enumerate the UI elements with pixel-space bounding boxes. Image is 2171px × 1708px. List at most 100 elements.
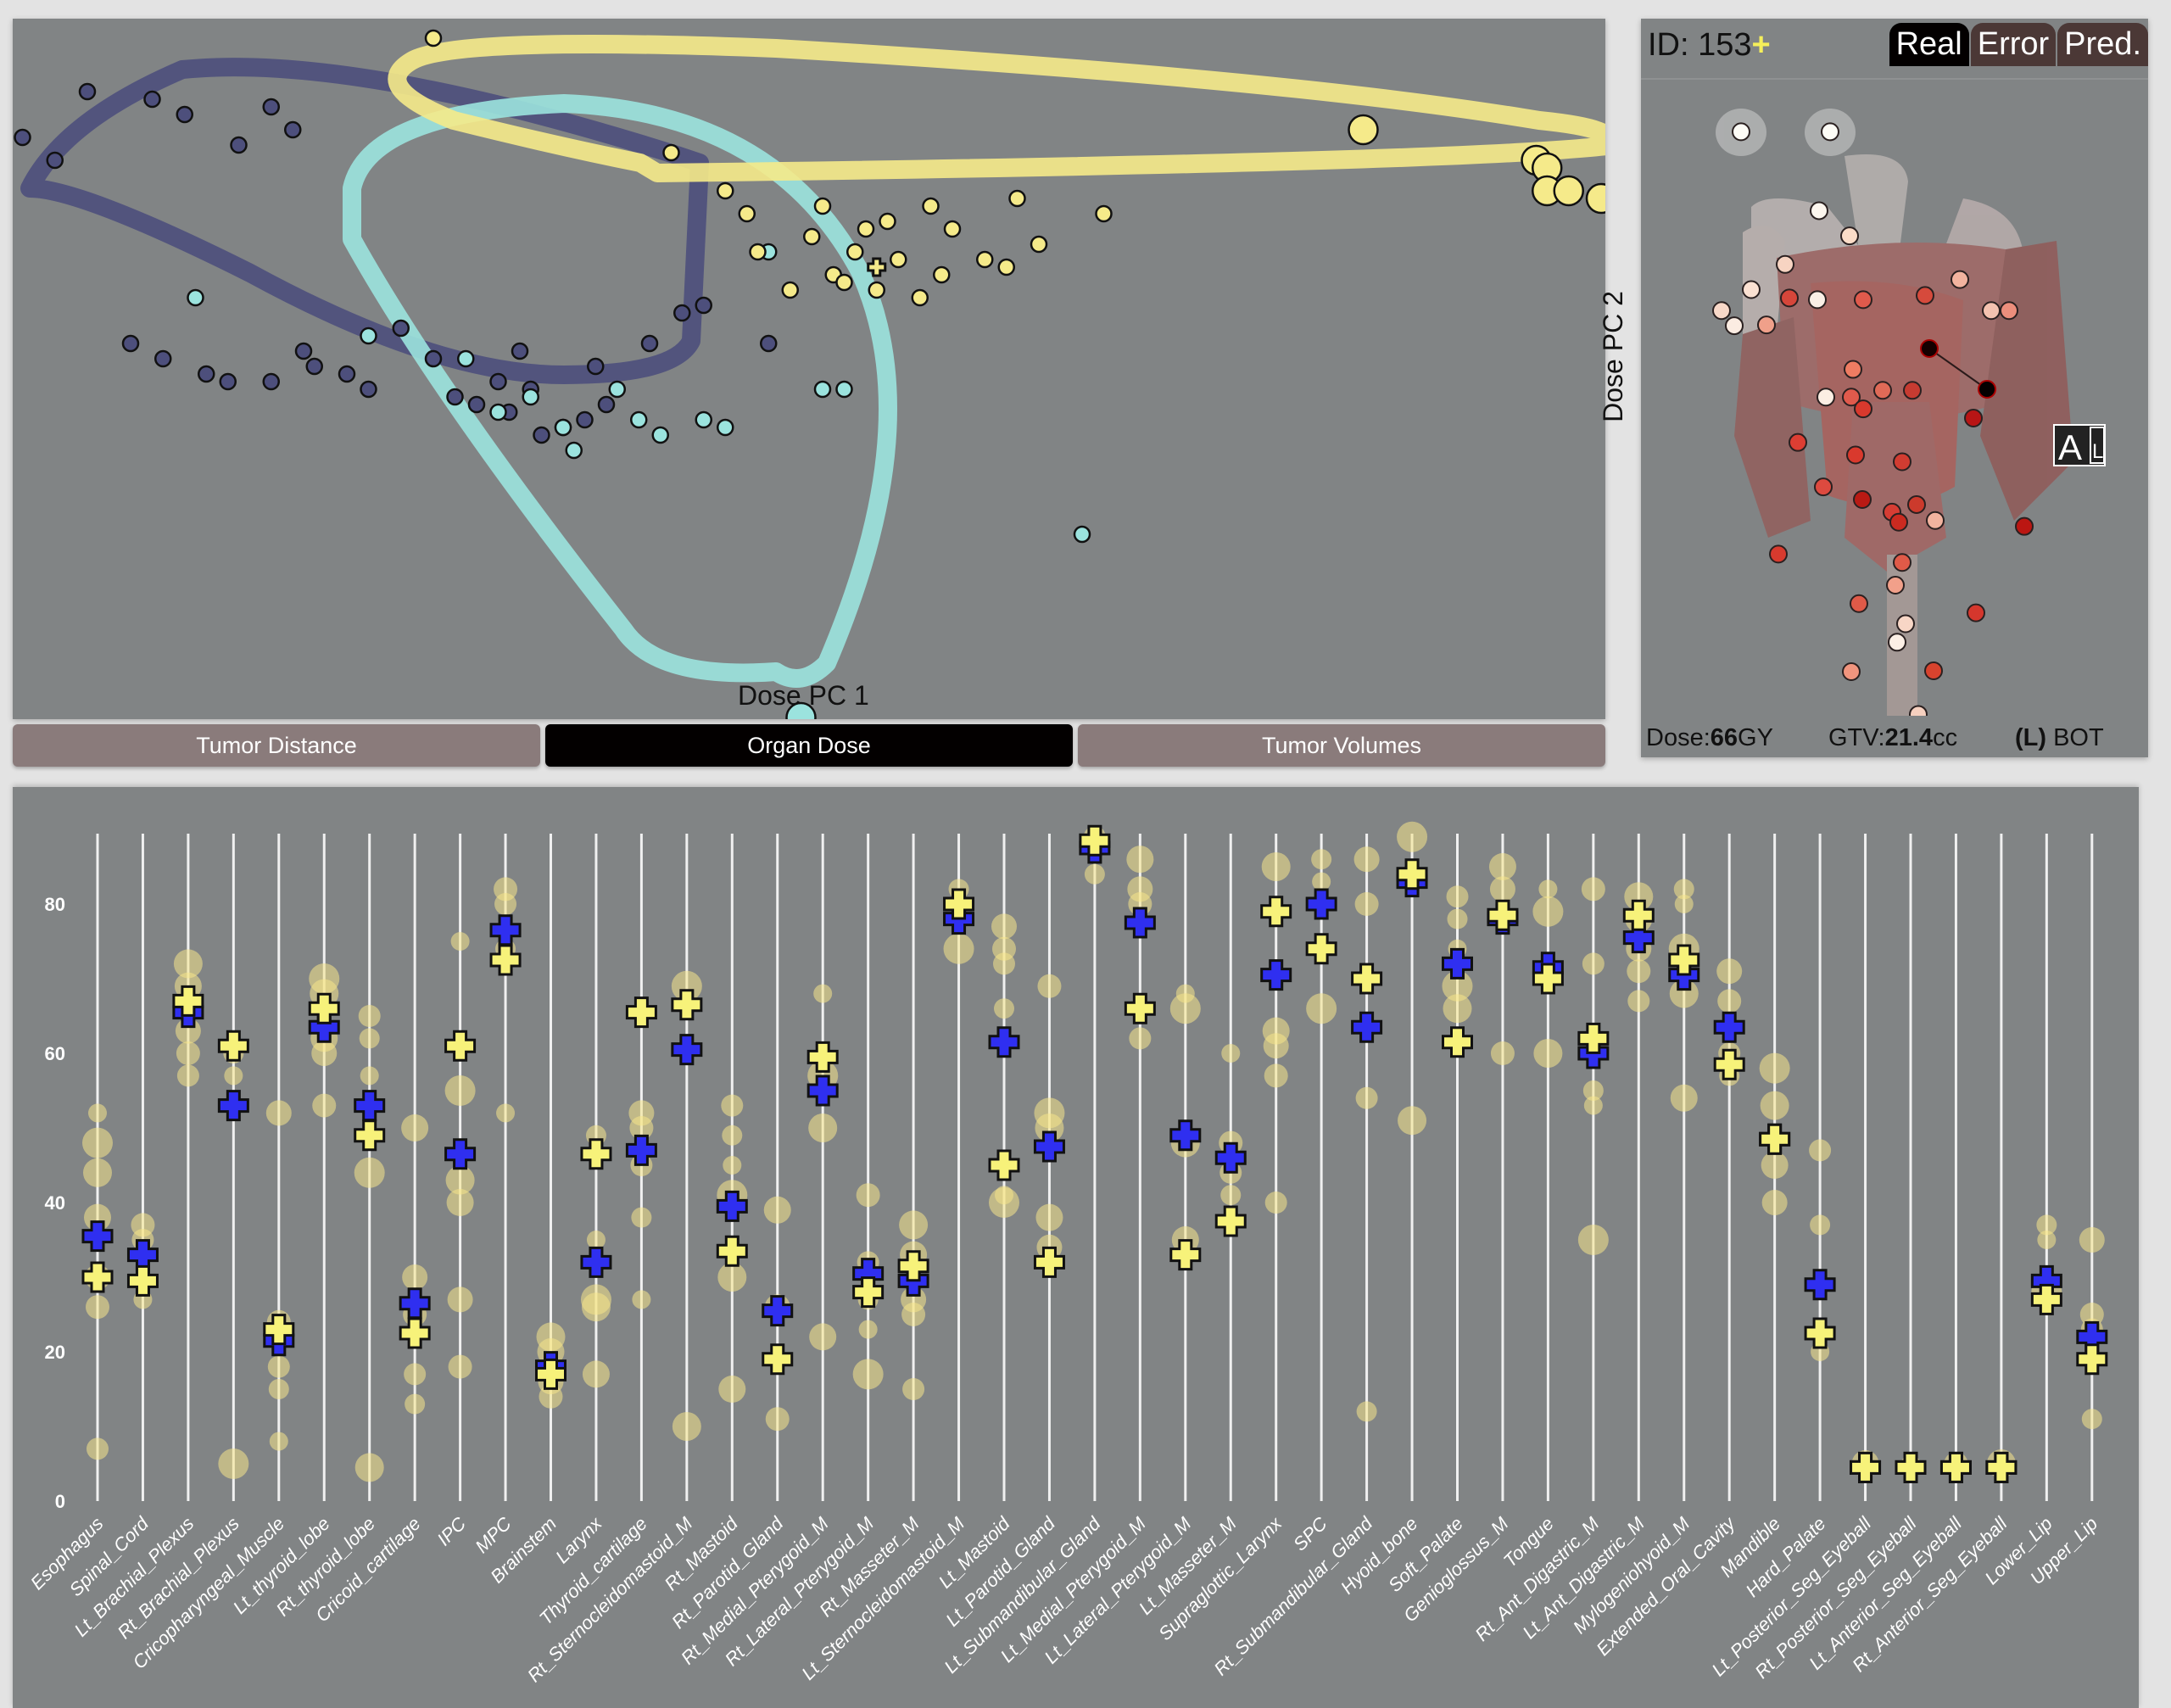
predicted-dose-marker[interactable] <box>489 944 522 976</box>
similar-patient-dose[interactable] <box>1442 970 1473 1002</box>
organ-dose-dot[interactable] <box>1916 286 1934 305</box>
predicted-dose-marker[interactable] <box>2076 1343 2108 1376</box>
patient-point[interactable] <box>284 120 302 139</box>
similar-patient-dose[interactable] <box>1538 879 1558 899</box>
similar-patient-dose[interactable] <box>671 970 702 1002</box>
similar-patient-dose[interactable] <box>672 1412 701 1441</box>
predicted-dose-marker[interactable] <box>852 1276 885 1309</box>
organ-dose-dot[interactable] <box>1810 201 1828 220</box>
predicted-dose-marker[interactable] <box>1214 1205 1247 1237</box>
similar-patient-dose[interactable] <box>1583 1096 1603 1115</box>
patient-point[interactable] <box>911 288 929 307</box>
similar-patient-dose[interactable] <box>1397 821 1428 852</box>
predicted-dose-marker[interactable] <box>1396 858 1428 890</box>
predicted-dose-marker[interactable] <box>1079 824 1111 857</box>
organ-dose-dot[interactable] <box>1909 705 1928 724</box>
patient-point[interactable] <box>489 372 507 391</box>
similar-patient-dose[interactable] <box>1627 959 1651 984</box>
patient-point[interactable] <box>489 403 507 421</box>
actual-dose-marker[interactable] <box>1622 922 1655 954</box>
actual-dose-marker[interactable] <box>126 1239 159 1271</box>
similar-patient-dose[interactable] <box>1810 1214 1831 1236</box>
actual-dose-marker[interactable] <box>988 1026 1020 1058</box>
similar-patient-dose[interactable] <box>1717 989 1742 1013</box>
similar-patient-dose[interactable] <box>402 1264 428 1290</box>
similar-patient-dose[interactable] <box>83 1158 112 1187</box>
organ-dose-dot[interactable] <box>1853 490 1872 509</box>
predicted-dose-marker[interactable] <box>1713 1048 1745 1080</box>
similar-patient-dose[interactable] <box>1306 993 1337 1024</box>
patient-point[interactable] <box>576 410 594 429</box>
similar-patient-dose[interactable] <box>1037 974 1062 998</box>
similar-patient-dose[interactable] <box>2037 1231 2057 1249</box>
similar-patient-dose[interactable] <box>1443 994 1472 1024</box>
predicted-dose-marker[interactable] <box>1532 963 1564 995</box>
organ-dose-dot[interactable] <box>1982 301 2001 321</box>
organ-dose-dot[interactable] <box>1776 254 1794 274</box>
predicted-dose-marker[interactable] <box>535 1358 566 1390</box>
tumor-marker[interactable] <box>1920 339 1939 358</box>
organ-dose-dot[interactable] <box>1854 399 1872 419</box>
similar-patient-dose[interactable] <box>1261 852 1291 881</box>
organ-dose-dot[interactable] <box>1821 122 1839 142</box>
patient-point[interactable] <box>835 380 853 399</box>
similar-patient-dose[interactable] <box>2036 1214 2057 1236</box>
patient-point[interactable] <box>597 395 616 414</box>
similar-patient-dose[interactable] <box>401 1114 429 1141</box>
similar-patient-dose[interactable] <box>722 1125 743 1146</box>
similar-patient-dose[interactable] <box>1169 993 1201 1024</box>
patient-point[interactable] <box>695 410 712 429</box>
organ-dose-dot[interactable] <box>1840 226 1859 246</box>
patient-point[interactable] <box>890 250 907 269</box>
actual-dose-marker[interactable] <box>354 1090 386 1122</box>
similar-patient-dose[interactable] <box>86 1295 109 1320</box>
similar-patient-dose[interactable] <box>1532 896 1564 927</box>
patient-point[interactable] <box>219 372 237 391</box>
patient-point[interactable] <box>176 105 193 124</box>
similar-patient-dose[interactable] <box>1311 849 1332 870</box>
similar-patient-dose[interactable] <box>448 1354 472 1379</box>
similar-patient-dose[interactable] <box>1488 853 1516 880</box>
similar-patient-dose[interactable] <box>1533 1039 1563 1068</box>
actual-dose-marker[interactable] <box>81 1220 114 1253</box>
organ-dose-dot[interactable] <box>1924 661 1943 680</box>
predicted-dose-marker[interactable] <box>943 888 975 920</box>
patient-point[interactable] <box>554 418 572 437</box>
actual-dose-marker[interactable] <box>1033 1130 1065 1163</box>
patient-point[interactable] <box>46 151 64 170</box>
similar-patient-dose[interactable] <box>358 1005 381 1027</box>
similar-patient-dose[interactable] <box>2081 1409 2102 1430</box>
similar-patient-dose[interactable] <box>360 1066 379 1086</box>
similar-patient-dose[interactable] <box>852 1359 884 1390</box>
similar-patient-dose[interactable] <box>1264 1192 1287 1214</box>
similar-patient-dose[interactable] <box>1674 895 1694 913</box>
similar-patient-dose[interactable] <box>991 913 1017 940</box>
similar-patient-dose[interactable] <box>354 1157 385 1188</box>
organ-dose-dot[interactable] <box>1896 614 1915 634</box>
similar-patient-dose[interactable] <box>404 1363 427 1386</box>
similar-patient-dose[interactable] <box>899 1210 929 1240</box>
organ-dose-dot[interactable] <box>1893 553 1911 572</box>
patient-point[interactable] <box>457 349 475 368</box>
similar-patient-dose[interactable] <box>539 1384 563 1409</box>
similar-patient-dose[interactable] <box>586 1231 606 1249</box>
similar-patient-dose[interactable] <box>763 1196 791 1224</box>
organ-dose-dot[interactable] <box>1725 316 1744 336</box>
organ-dose-dot[interactable] <box>1886 575 1905 594</box>
patient-point[interactable] <box>630 410 648 429</box>
actual-dose-marker[interactable] <box>1713 1011 1745 1043</box>
patient-point[interactable] <box>813 197 832 215</box>
similar-patient-dose[interactable] <box>721 1094 744 1117</box>
predicted-dose-marker[interactable] <box>2030 1283 2062 1315</box>
predicted-dose-marker[interactable] <box>444 1030 477 1062</box>
similar-patient-dose[interactable] <box>858 1320 878 1339</box>
organ-dose-dot[interactable] <box>1903 381 1922 400</box>
patient-point[interactable] <box>976 250 994 269</box>
organ-dose-dot[interactable] <box>1951 270 1969 289</box>
similar-patient-dose[interactable] <box>1761 1152 1789 1179</box>
similar-patient-dose[interactable] <box>1716 958 1743 985</box>
predicted-dose-marker[interactable] <box>308 992 340 1024</box>
similar-patient-dose[interactable] <box>1673 879 1694 900</box>
predicted-dose-marker[interactable] <box>126 1264 159 1297</box>
organ-dose-dot[interactable] <box>1742 280 1761 299</box>
